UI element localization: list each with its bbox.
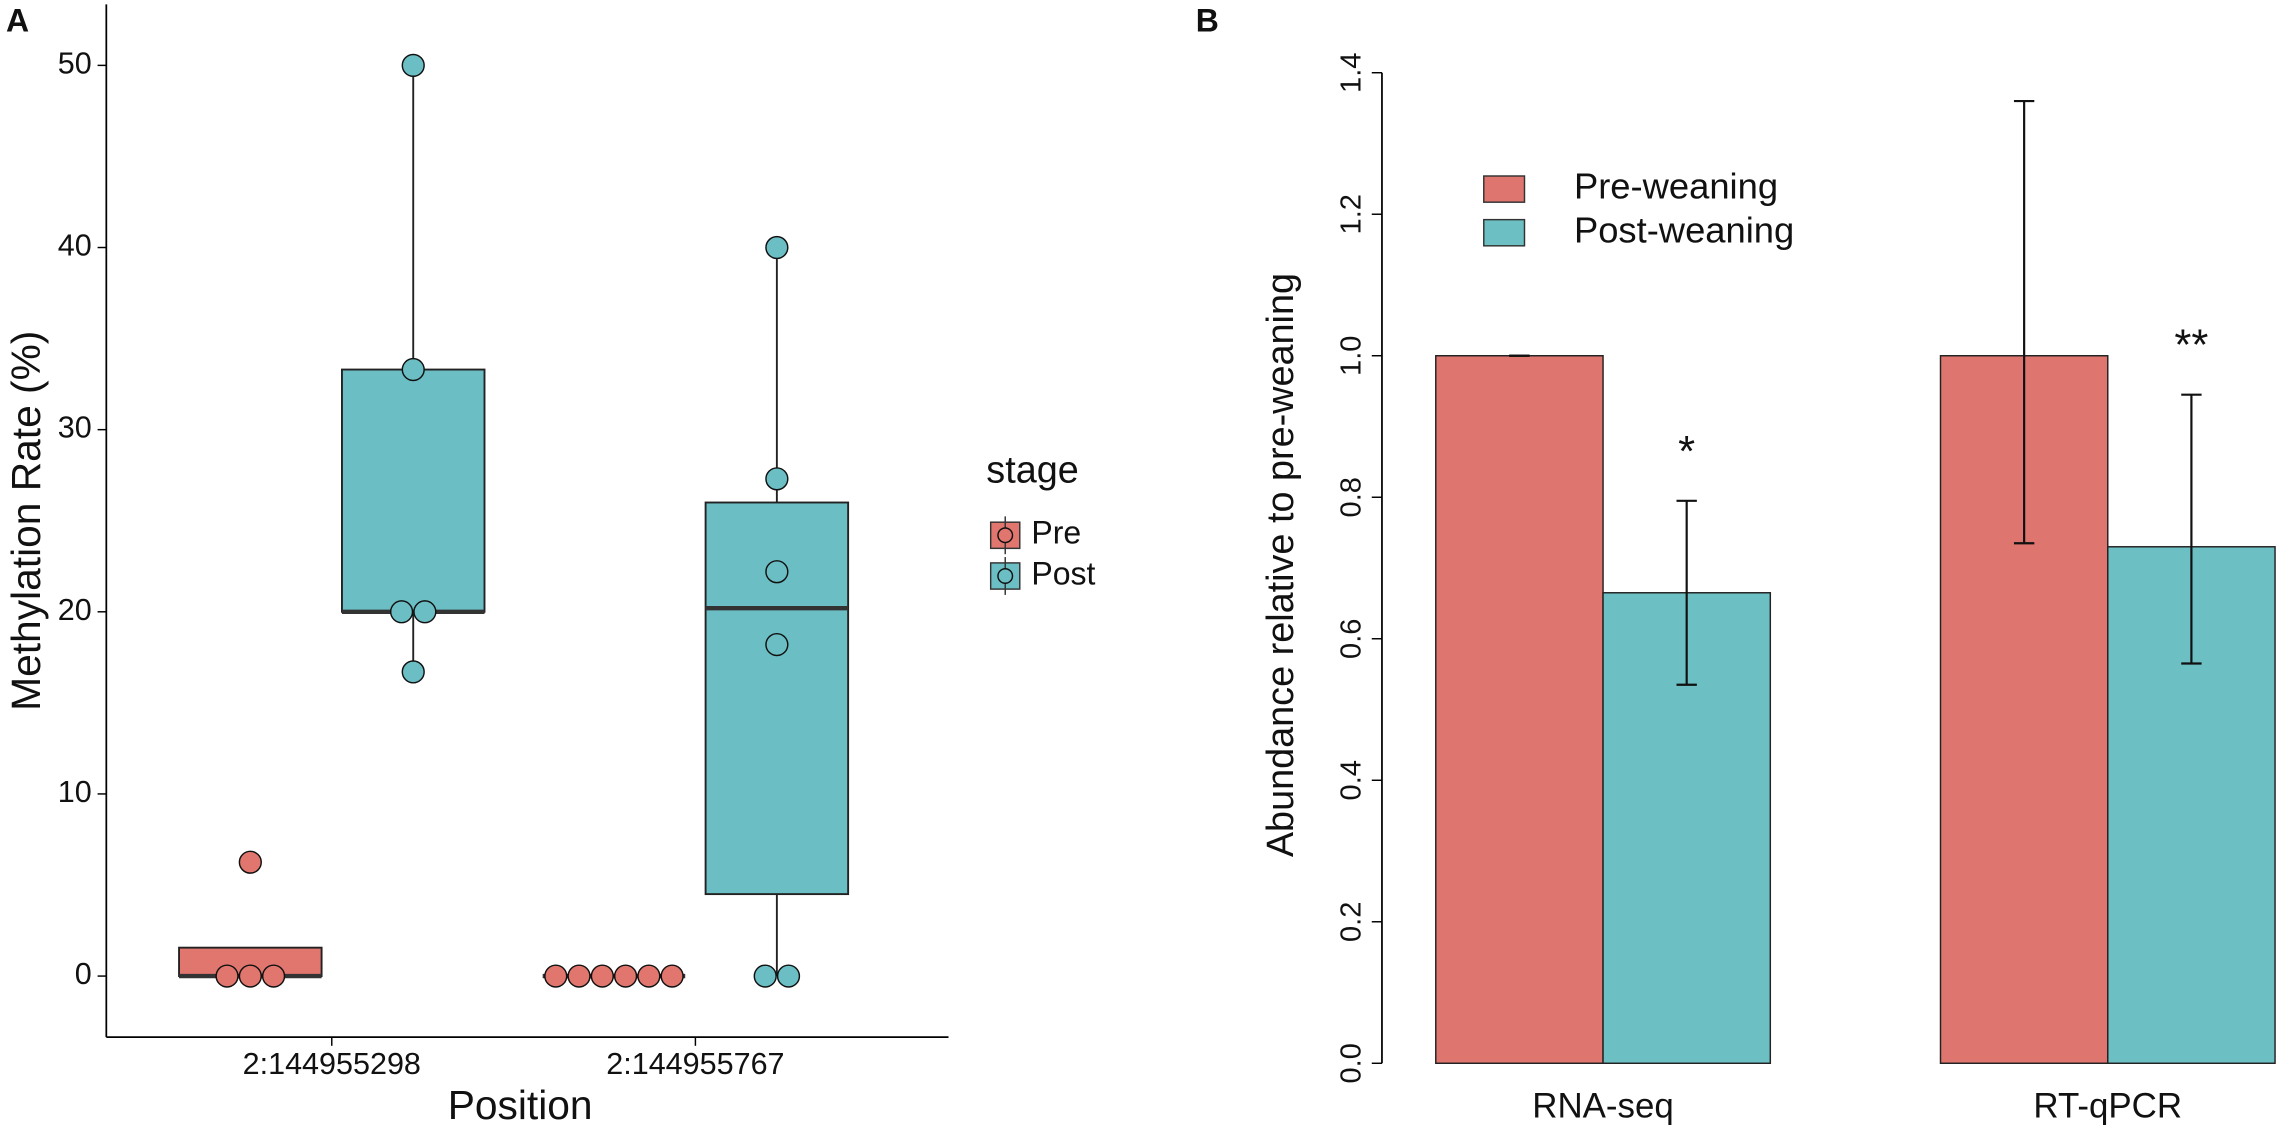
data-point	[776, 964, 801, 988]
data-point	[401, 660, 425, 684]
box	[704, 501, 850, 896]
x-tick-label: RNA-seq	[1532, 1087, 1674, 1126]
y-axis-label: Abundance relative to pre-weaning	[1260, 273, 1302, 857]
data-point	[389, 600, 414, 624]
y-axis-label: Methylation Rate (%)	[3, 331, 49, 711]
y-tick-label: 0.6	[1336, 619, 1368, 659]
data-point	[238, 964, 262, 988]
legend-key-point	[997, 527, 1014, 544]
legend-label: Post	[1031, 555, 1095, 591]
panel-label: A	[6, 3, 29, 39]
data-point	[401, 53, 425, 78]
y-tick-label: 0.4	[1336, 760, 1368, 800]
data-point	[765, 560, 789, 584]
data-point	[261, 964, 286, 988]
data-point	[215, 964, 239, 988]
data-point	[637, 964, 661, 988]
data-point	[753, 964, 777, 988]
data-point	[765, 235, 789, 260]
y-tick-label: 0.8	[1336, 477, 1368, 517]
data-point	[765, 467, 789, 491]
y-tick-label: 0.0	[1336, 1043, 1368, 1083]
data-point	[613, 964, 638, 988]
legend-key-point	[997, 568, 1014, 584]
y-tick-label: 1.4	[1336, 53, 1368, 93]
panel-label: B	[1196, 3, 1219, 39]
legend-label: Pre	[1031, 515, 1081, 551]
significance: **	[2174, 322, 2208, 370]
x-axis-label: Position	[448, 1082, 593, 1128]
legend-title: stage	[986, 450, 1078, 492]
data-point	[765, 632, 789, 657]
data-point	[413, 600, 437, 624]
legend-label: Pre-weaning	[1574, 166, 1778, 207]
x-tick-label: 2:144955298	[243, 1047, 421, 1081]
y-tick-label: 20	[58, 593, 92, 627]
y-tick-label: 50	[58, 46, 92, 80]
data-point	[544, 964, 568, 988]
y-tick-label: 10	[58, 775, 92, 809]
x-tick-label: RT-qPCR	[2033, 1087, 2182, 1126]
bar	[1435, 355, 1604, 1064]
data-point	[401, 357, 425, 382]
data-point	[567, 964, 591, 988]
y-tick-label: 0.2	[1336, 902, 1368, 942]
legend-key	[1483, 175, 1526, 203]
legend-key	[1483, 218, 1526, 247]
y-tick-label: 1.2	[1336, 194, 1368, 234]
significance: *	[1678, 428, 1695, 476]
data-point	[590, 964, 614, 988]
data-point	[660, 964, 684, 988]
data-point	[238, 850, 262, 874]
y-tick-label: 1.0	[1336, 336, 1368, 376]
y-tick-label: 40	[58, 229, 92, 263]
y-tick-label: 30	[58, 411, 92, 445]
legend-label: Post-weaning	[1574, 209, 1794, 250]
x-tick-label: 2:144955767	[606, 1047, 784, 1081]
box	[341, 368, 486, 613]
y-tick-label: 0	[75, 957, 92, 991]
